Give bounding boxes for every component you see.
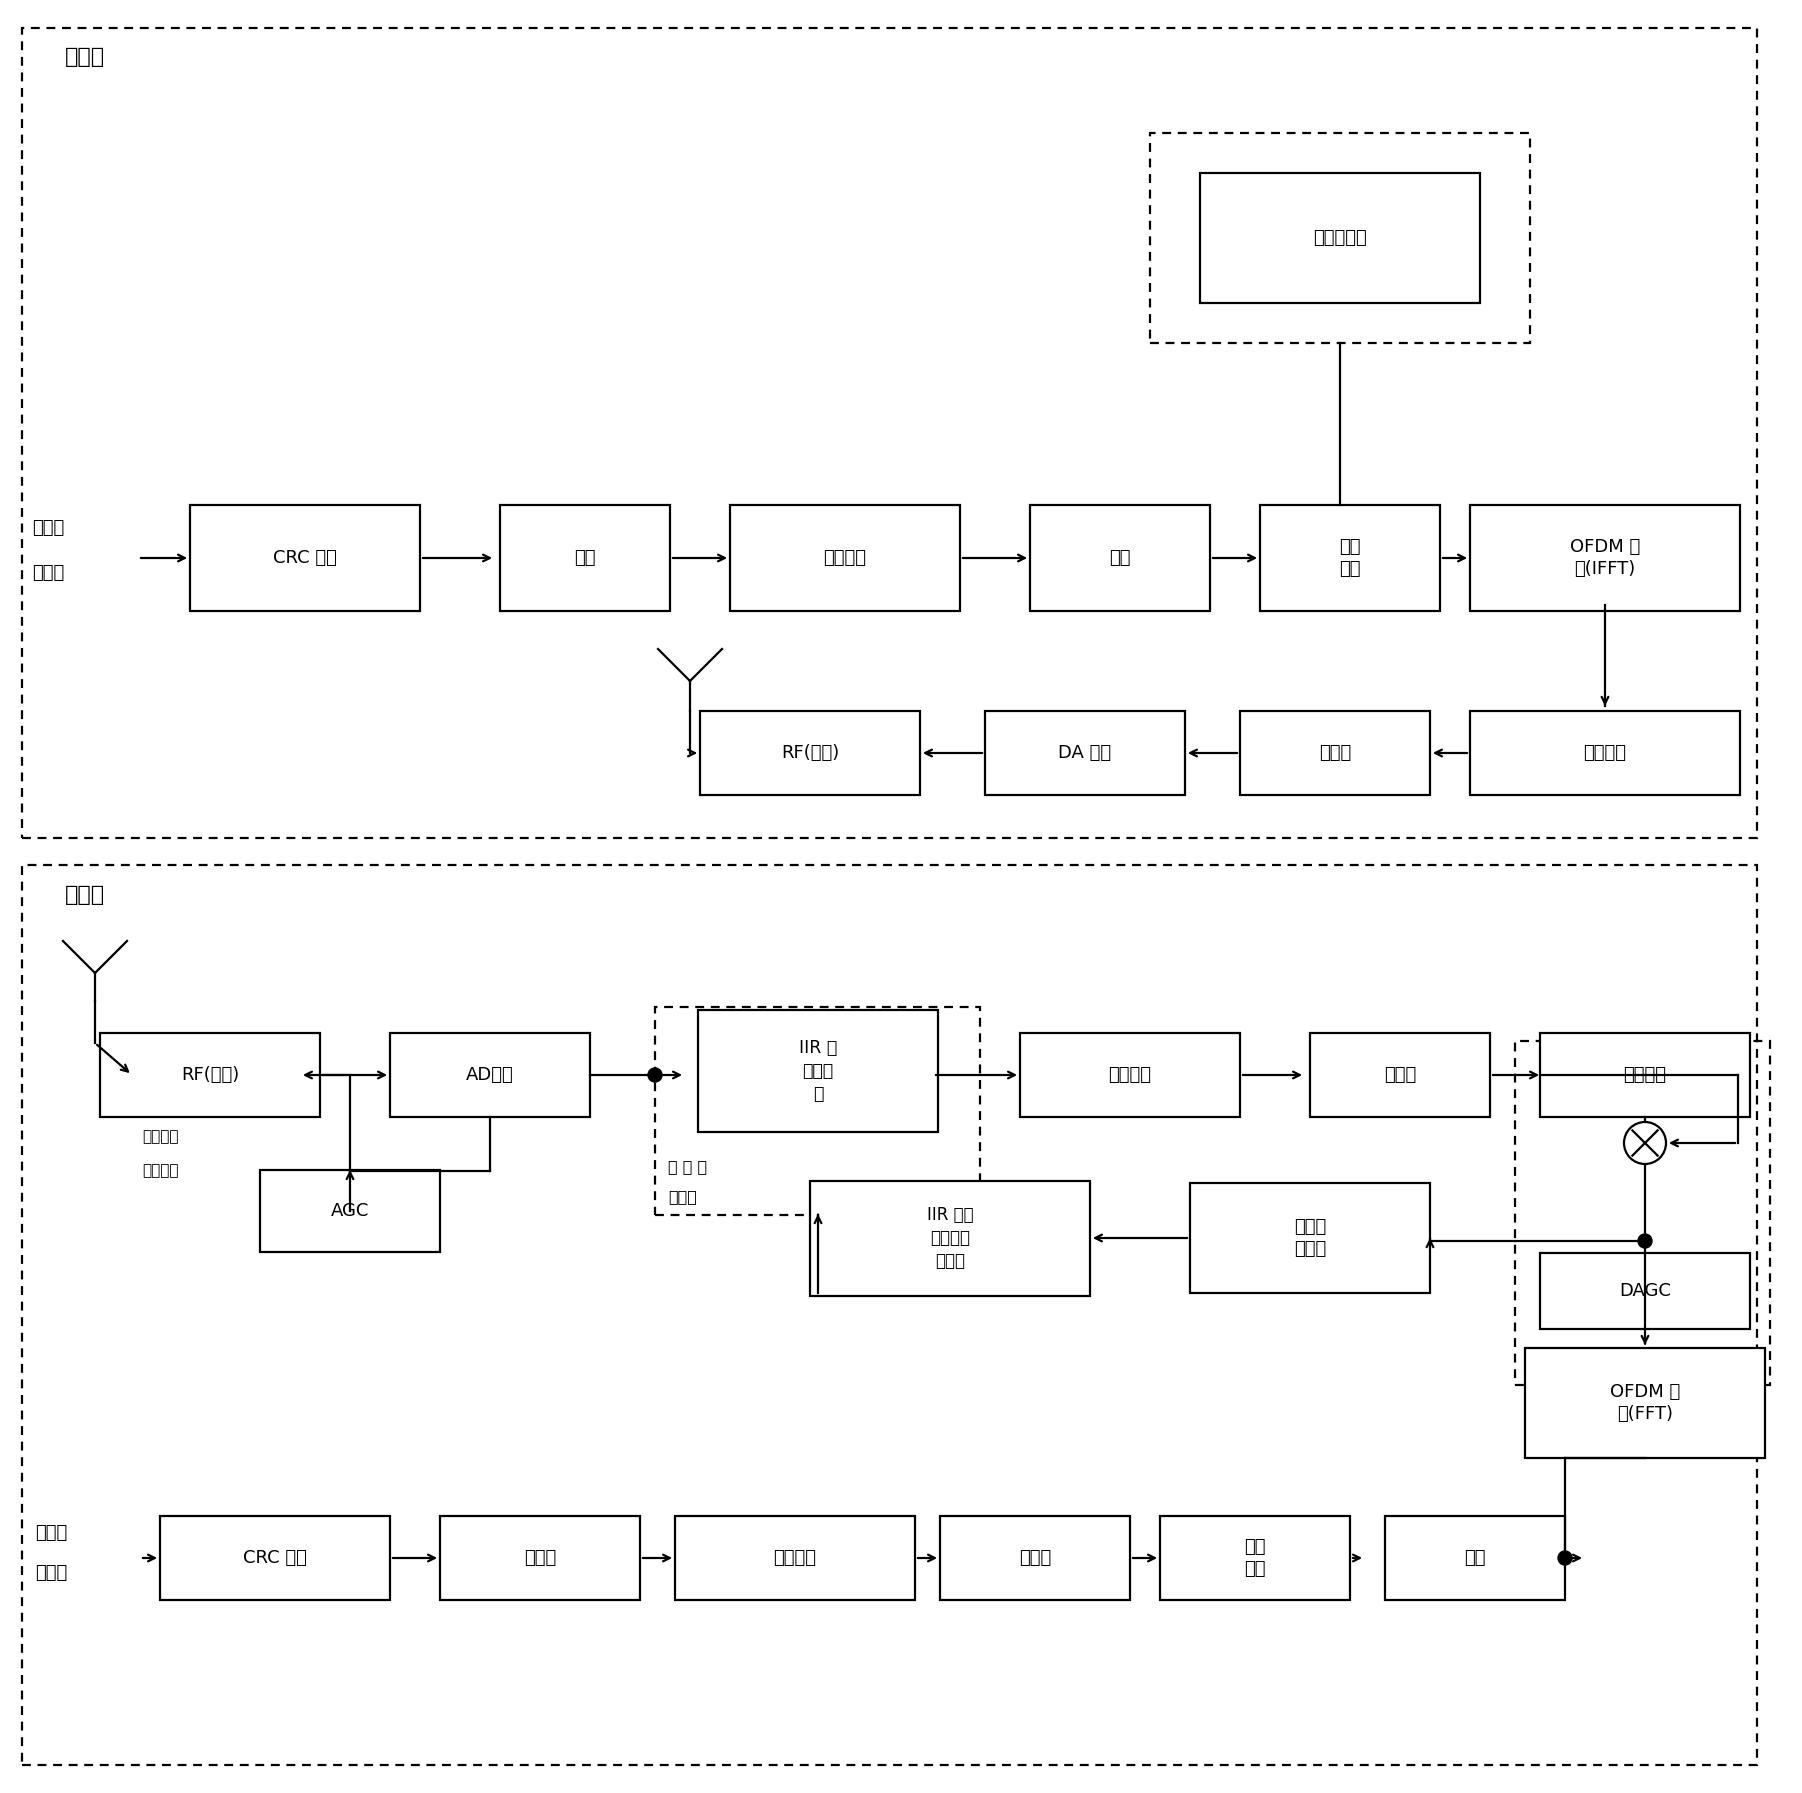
FancyBboxPatch shape [1524, 1348, 1764, 1458]
Bar [654, 1008, 980, 1216]
Bar [1515, 1042, 1770, 1384]
Text: 二进制: 二进制 [32, 518, 65, 536]
FancyBboxPatch shape [1200, 172, 1479, 303]
Text: 发送端: 发送端 [65, 47, 105, 66]
Text: 解交织: 解交织 [1018, 1549, 1051, 1567]
Text: 调节信号: 调节信号 [142, 1164, 178, 1178]
Text: OFDM 调
制(IFFT): OFDM 调 制(IFFT) [1570, 538, 1640, 579]
Text: IIR 陷
波滤波
器: IIR 陷 波滤波 器 [798, 1040, 838, 1103]
FancyBboxPatch shape [730, 506, 960, 610]
FancyBboxPatch shape [160, 1517, 389, 1599]
FancyBboxPatch shape [1470, 712, 1741, 794]
FancyBboxPatch shape [1189, 1183, 1431, 1293]
FancyBboxPatch shape [699, 712, 921, 794]
Text: 低通滤波: 低通滤波 [1624, 1067, 1667, 1085]
Text: 单频干
扰检测: 单频干 扰检测 [1294, 1217, 1326, 1259]
Text: OFDM 解
调(FFT): OFDM 解 调(FFT) [1609, 1382, 1679, 1424]
FancyBboxPatch shape [1310, 1033, 1490, 1117]
Text: 解扰码: 解扰码 [524, 1549, 557, 1567]
Bar [1150, 133, 1530, 342]
FancyBboxPatch shape [676, 1517, 915, 1599]
Text: CRC 校验: CRC 校验 [274, 549, 337, 567]
Text: DAGC: DAGC [1618, 1282, 1670, 1300]
Text: 低通滤波: 低通滤波 [1584, 744, 1627, 762]
Text: DA 转换: DA 转换 [1058, 744, 1112, 762]
Circle shape [649, 1069, 661, 1081]
FancyBboxPatch shape [389, 1033, 589, 1117]
Circle shape [1638, 1234, 1652, 1248]
FancyBboxPatch shape [1541, 1033, 1750, 1117]
Text: 扰处理: 扰处理 [669, 1189, 697, 1205]
Text: 数据流: 数据流 [32, 565, 65, 583]
Text: 上变频: 上变频 [1319, 744, 1352, 762]
Text: AD转换: AD转换 [467, 1067, 514, 1085]
FancyBboxPatch shape [1020, 1033, 1240, 1117]
Text: 下变频: 下变频 [1384, 1067, 1416, 1085]
Text: 二进制: 二进制 [34, 1524, 67, 1542]
FancyBboxPatch shape [1240, 712, 1431, 794]
FancyBboxPatch shape [986, 712, 1186, 794]
Text: RF(收端): RF(收端) [180, 1067, 240, 1085]
FancyBboxPatch shape [697, 1009, 939, 1131]
Text: 接收端: 接收端 [65, 886, 105, 905]
Text: RF(发端): RF(发端) [780, 744, 840, 762]
Text: AGC: AGC [332, 1201, 369, 1219]
FancyBboxPatch shape [811, 1180, 1090, 1296]
Text: IIR 陷波
滤波器系
数计算: IIR 陷波 滤波器系 数计算 [926, 1207, 973, 1269]
Text: 子载波屏蔽: 子载波屏蔽 [1314, 230, 1368, 247]
Text: 扰码: 扰码 [575, 549, 596, 567]
FancyBboxPatch shape [99, 1033, 321, 1117]
FancyBboxPatch shape [1160, 1517, 1350, 1599]
Text: 单 频 干: 单 频 干 [669, 1158, 706, 1174]
Circle shape [1559, 1551, 1571, 1565]
FancyBboxPatch shape [440, 1517, 640, 1599]
Text: 交织: 交织 [1110, 549, 1130, 567]
Text: 数字
调制: 数字 调制 [1339, 538, 1361, 579]
FancyBboxPatch shape [1541, 1253, 1750, 1329]
Text: 均衡: 均衡 [1465, 1549, 1487, 1567]
Text: CRC 校验: CRC 校验 [243, 1549, 306, 1567]
FancyBboxPatch shape [1031, 506, 1209, 610]
Text: 数据流: 数据流 [34, 1563, 67, 1581]
FancyBboxPatch shape [499, 506, 670, 610]
FancyBboxPatch shape [1470, 506, 1741, 610]
FancyBboxPatch shape [259, 1171, 440, 1252]
Circle shape [1624, 1122, 1667, 1164]
Text: 时频同步: 时频同步 [1108, 1067, 1151, 1085]
Text: 纠错编码: 纠错编码 [824, 549, 867, 567]
Bar [22, 864, 1757, 1764]
FancyBboxPatch shape [1386, 1517, 1564, 1599]
FancyBboxPatch shape [1260, 506, 1440, 610]
FancyBboxPatch shape [189, 506, 420, 610]
Text: 射频增益: 射频增益 [142, 1130, 178, 1144]
Text: 纠错解码: 纠错解码 [773, 1549, 816, 1567]
Bar [22, 29, 1757, 837]
FancyBboxPatch shape [941, 1517, 1130, 1599]
Text: 数字
解调: 数字 解调 [1243, 1538, 1265, 1578]
